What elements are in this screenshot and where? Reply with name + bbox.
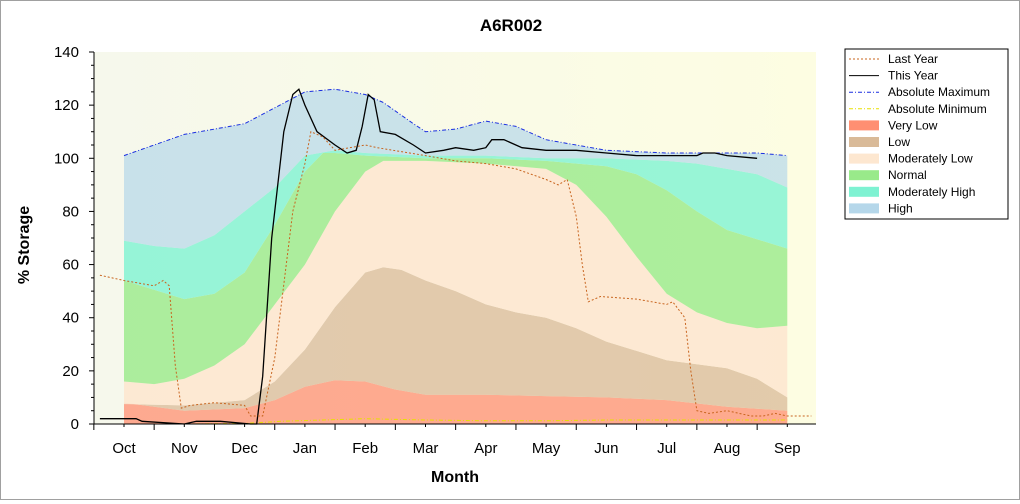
legend-swatch-low [849,137,879,147]
band-moderately-low [124,160,788,406]
legend-label-very-low: Very Low [888,118,938,132]
x-tick-label-jun: Jun [594,440,618,457]
y-tick-label: 100 [54,150,79,167]
legend-label-normal: Normal [888,168,927,182]
legend-label-this-year: This Year [888,69,938,83]
y-tick-label: 0 [71,416,79,433]
x-tick-label-jul: Jul [657,440,676,457]
legend-label-low: Low [888,135,910,149]
y-tick-label: 120 [54,97,79,114]
legend-label-moderately-high: Moderately High [888,185,975,199]
y-tick-label: 60 [62,257,79,274]
legend: Last Year This Year Absolute Maximum Absolu… [844,48,1009,220]
series-line-absolute-maximum [123,88,788,157]
x-axis-title: Month [431,469,479,486]
x-tick-label-dec: Dec [231,440,258,457]
y-tick-label: 40 [62,310,79,327]
x-tick-label-sep: Sep [774,440,801,457]
x-tick-label-nov: Nov [171,440,198,457]
legend-label-high: High [888,201,913,215]
band-areas [124,89,788,424]
legend-label-absolute-minimum: Absolute Minimum [888,102,987,116]
x-tick-label-mar: Mar [413,440,439,457]
y-tick-label: 80 [62,203,79,220]
x-tick-label-aug: Aug [714,440,741,457]
series-line-last-year [99,130,812,417]
legend-label-moderately-low: Moderately Low [888,152,973,166]
legend-swatch-high [849,203,879,214]
legend-label-absolute-maximum: Absolute Maximum [888,85,990,99]
x-tick-label-apr: Apr [474,440,497,457]
band-normal [124,153,788,385]
legend-swatch-moderately-low [849,153,879,164]
x-tick-label-feb: Feb [352,440,378,457]
legend-swatch-moderately-high [849,186,879,197]
x-tick-label-may: May [532,440,561,457]
axes: 0 20 40 60 80 100 120 140 Oct Nov Dec Jan Feb Mar Apr M… [54,44,816,457]
legend-swatch-very-low [849,120,879,131]
band-very-low [124,380,788,424]
legend-swatch-normal [849,170,879,181]
legend-label-last-year: Last Year [888,52,938,66]
band-low [124,267,788,411]
x-tick-label-jan: Jan [293,440,317,457]
y-tick-label: 140 [54,44,79,61]
x-tick-label-oct: Oct [112,440,136,457]
y-tick-label: 20 [62,363,79,380]
band-moderately-high [124,150,788,300]
y-axis-title: % Storage [16,206,33,284]
chart-title: A6R002 [480,16,542,35]
band-high [124,89,788,249]
